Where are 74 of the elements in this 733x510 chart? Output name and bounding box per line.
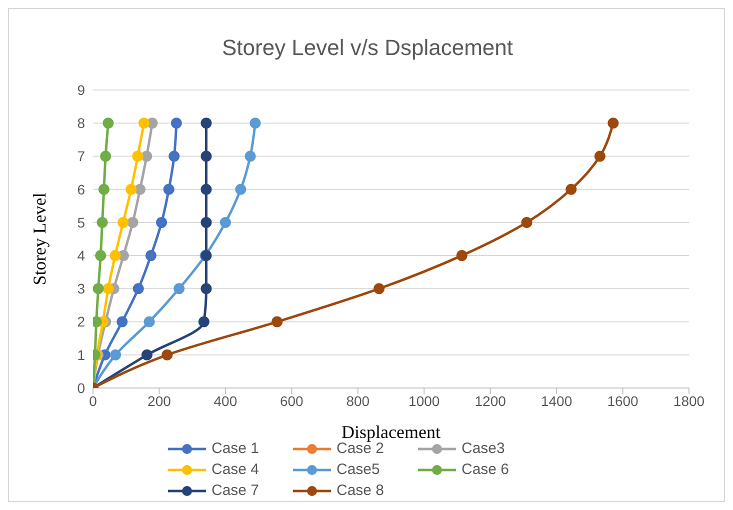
x-tick-label: 0	[89, 392, 98, 409]
point	[96, 216, 108, 228]
y-tick-label: 9	[77, 82, 86, 98]
point	[118, 216, 129, 228]
point	[198, 316, 210, 328]
point	[235, 184, 246, 195]
point	[138, 118, 150, 129]
point	[374, 283, 385, 294]
x-tick-label: 1600	[607, 392, 639, 409]
legend-label: Case 6	[462, 461, 510, 478]
point	[110, 349, 122, 360]
point	[456, 250, 468, 262]
chart-title: Storey Level v/s Dsplacement	[220, 35, 514, 61]
point	[156, 216, 168, 228]
point	[102, 283, 114, 294]
x-tick-label: 600	[280, 392, 304, 409]
point	[200, 216, 212, 228]
point	[141, 349, 152, 360]
point	[163, 184, 174, 195]
legend-label: Case3	[462, 440, 505, 457]
point	[126, 184, 137, 195]
y-tick-label: 8	[77, 115, 86, 132]
legend-label: Case 7	[212, 482, 260, 499]
point	[594, 150, 606, 162]
x-axis-title: Displacement	[342, 422, 440, 442]
x-tick-label: 1800	[673, 392, 705, 409]
point	[244, 150, 256, 162]
point	[132, 150, 144, 162]
x-tick-label: 1200	[474, 392, 506, 409]
y-tick-label: 1	[77, 346, 86, 363]
point	[200, 283, 212, 294]
x-tick-label: 1400	[540, 392, 572, 409]
point	[144, 316, 155, 328]
y-tick-label: 2	[77, 314, 86, 330]
y-tick-label: 5	[77, 214, 86, 230]
point	[200, 150, 212, 162]
legend-label: Case 1	[212, 440, 260, 457]
x-tick-label: 1000	[408, 392, 440, 409]
x-tick-label: 400	[214, 392, 238, 409]
point	[162, 349, 173, 360]
point	[220, 216, 231, 228]
point	[132, 283, 144, 294]
point	[127, 216, 138, 228]
point	[174, 283, 185, 294]
point	[200, 184, 212, 195]
y-tick-label: 7	[77, 148, 86, 164]
point	[95, 250, 106, 262]
point	[170, 118, 182, 129]
point	[250, 118, 261, 129]
point	[200, 118, 212, 129]
point	[145, 250, 156, 262]
y-tick-label: 4	[77, 248, 86, 264]
point	[168, 150, 180, 162]
y-tick-label: 3	[77, 280, 86, 297]
point	[134, 184, 146, 195]
point	[566, 184, 577, 195]
point	[98, 184, 110, 195]
x-tick-label: 800	[346, 392, 370, 409]
point	[141, 150, 152, 162]
point	[102, 118, 114, 129]
y-tick-label: 0	[77, 380, 86, 396]
legend-label: Case 8	[336, 482, 384, 499]
point	[93, 283, 104, 294]
y-axis-title: Storey Level	[29, 192, 50, 286]
point	[100, 150, 112, 162]
legend-label: Case 4	[212, 461, 260, 478]
point	[272, 316, 283, 328]
point	[521, 216, 532, 228]
point	[110, 250, 121, 262]
x-tick-label: 200	[148, 392, 172, 409]
y-tick-label: 6	[77, 181, 86, 198]
legend-label: Case5	[336, 461, 380, 478]
point	[116, 316, 128, 328]
point	[608, 118, 619, 129]
